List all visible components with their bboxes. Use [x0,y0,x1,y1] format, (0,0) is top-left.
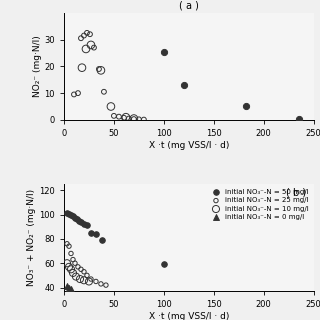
Point [243,104,248,109]
initial NO₃⁻-N = 50 mg/l [78,219,84,224]
Point [78,36,84,41]
Point [181,83,186,88]
initial NO₃⁻-N = 50 mg/l [161,262,166,267]
Point [87,32,92,37]
initial NO₃⁻-N = 10 mg/l [86,279,92,284]
Point [96,67,101,72]
initial NO₃⁻-N = 25 mg/l [84,273,90,278]
Y-axis label: NO₃⁻ + NO₂⁻ (mg·N/l): NO₃⁻ + NO₂⁻ (mg·N/l) [28,189,36,286]
initial NO₃⁻-N = 50 mg/l [64,211,69,216]
Point [161,49,166,54]
Point [296,116,301,121]
Point [79,65,84,70]
initial NO₃⁻-N = 10 mg/l [67,264,72,269]
initial NO₃⁻-N = 25 mg/l [81,269,86,274]
initial NO₃⁻-N = 10 mg/l [73,274,78,279]
Text: ( b ): ( b ) [286,187,306,197]
initial NO₃⁻-N = 25 mg/l [78,267,84,272]
Point [131,116,136,122]
Y-axis label: NO₂⁻ (mg·N/l): NO₂⁻ (mg·N/l) [33,36,42,97]
Point [111,113,116,118]
initial NO₃⁻-N = 50 mg/l [93,231,99,236]
initial NO₃⁻-N = 50 mg/l [68,212,74,217]
initial NO₃⁻-N = 0 mg/l [68,286,74,291]
initial NO₃⁻-N = 25 mg/l [103,283,108,288]
initial NO₃⁻-N = 10 mg/l [77,276,83,282]
X-axis label: X ·t (mg VSS/l · d): X ·t (mg VSS/l · d) [148,141,229,150]
initial NO₃⁻-N = 50 mg/l [70,213,76,218]
Point [81,33,86,38]
Point [108,104,114,109]
initial NO₃⁻-N = 25 mg/l [64,241,69,246]
Point [98,68,103,73]
initial NO₃⁻-N = 50 mg/l [88,230,93,235]
initial NO₃⁻-N = 50 mg/l [84,223,90,228]
initial NO₃⁻-N = 50 mg/l [72,215,77,220]
Point [76,91,81,96]
Text: ( a ): ( a ) [179,1,199,11]
initial NO₃⁻-N = 25 mg/l [76,264,81,269]
initial NO₃⁻-N = 25 mg/l [67,244,72,249]
initial NO₃⁻-N = 25 mg/l [88,276,93,282]
Legend: initial NO₃⁻-N = 50 mg/l, initial NO₃⁻-N = 25 mg/l, initial NO₃⁻-N = 10 mg/l, in: initial NO₃⁻-N = 50 mg/l, initial NO₃⁻-N… [208,188,310,222]
X-axis label: X ·t (mg VSS/l · d): X ·t (mg VSS/l · d) [148,312,229,320]
initial NO₃⁻-N = 50 mg/l [75,217,80,222]
initial NO₃⁻-N = 25 mg/l [68,251,74,256]
initial NO₃⁻-N = 25 mg/l [98,281,103,286]
Point [116,114,122,119]
initial NO₃⁻-N = 0 mg/l [64,284,69,289]
initial NO₃⁻-N = 50 mg/l [100,237,105,243]
initial NO₃⁻-N = 0 mg/l [67,285,72,290]
Point [84,30,90,36]
Point [101,89,107,94]
Point [121,115,126,120]
Point [92,45,97,50]
Point [136,117,141,122]
initial NO₃⁻-N = 10 mg/l [68,267,74,272]
Point [141,117,147,122]
Point [84,46,89,52]
initial NO₃⁻-N = 25 mg/l [70,257,76,262]
Point [88,42,93,47]
initial NO₃⁻-N = 10 mg/l [64,261,69,266]
Point [71,92,76,97]
initial NO₃⁻-N = 50 mg/l [81,222,86,227]
initial NO₃⁻-N = 25 mg/l [93,279,99,284]
Point [126,116,132,121]
initial NO₃⁻-N = 25 mg/l [72,261,77,266]
Point [123,115,128,120]
Point [131,116,136,121]
initial NO₃⁻-N = 10 mg/l [70,270,76,276]
initial NO₃⁻-N = 50 mg/l [76,218,82,223]
initial NO₃⁻-N = 50 mg/l [67,212,72,217]
initial NO₃⁻-N = 10 mg/l [81,278,86,283]
